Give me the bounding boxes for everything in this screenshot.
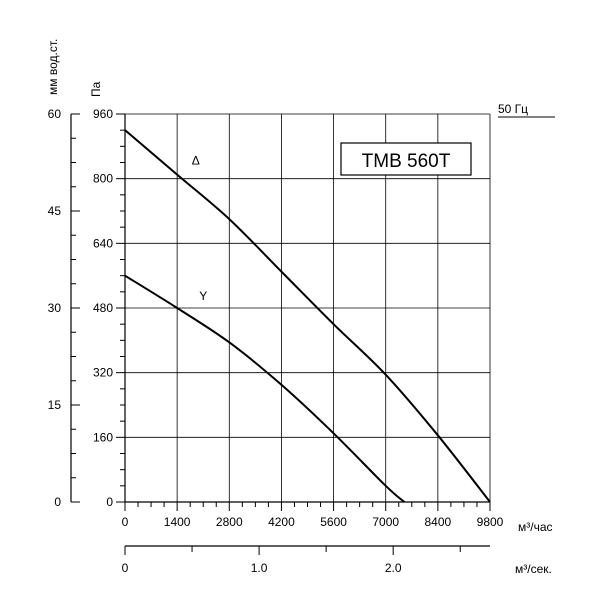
y2-axis-title: мм вод.ст. [46, 39, 60, 95]
axes [70, 113, 491, 555]
x-tick-label: 4200 [268, 515, 295, 529]
model-label-box [340, 142, 472, 176]
x-tick-label: 7000 [372, 515, 399, 529]
y2-tick-label: 15 [48, 398, 62, 412]
series-curve-1 [124, 274, 405, 503]
series-label-1: Y [199, 289, 207, 303]
series-curve-0 [124, 129, 491, 503]
x-tick-label: 2800 [216, 515, 243, 529]
x-tick-label: 9800 [477, 515, 504, 529]
x-axis-title: м³/час [518, 520, 553, 534]
y2-tick-label: 60 [48, 107, 62, 121]
series [124, 129, 491, 503]
y2-tick-label: 0 [54, 495, 61, 509]
x-tick-label: 8400 [425, 515, 452, 529]
grid [124, 113, 491, 503]
frequency-label: 50 Гц [498, 102, 528, 116]
x2-tick-label: 0 [122, 561, 129, 575]
y2-tick-label: 45 [48, 204, 62, 218]
series-label-0: Δ [192, 154, 200, 168]
y-tick-label: 320 [93, 366, 113, 380]
y-axis-title: Па [89, 81, 103, 97]
y-tick-label: 160 [93, 430, 113, 444]
x2-tick-label: 2.0 [385, 561, 402, 575]
labels: 0 1400 2800 4200 5600 7000 8400 9800 0 160 320 480 6… [48, 107, 504, 575]
y-tick-label: 640 [93, 236, 113, 250]
x2-tick-label: 1.0 [251, 561, 268, 575]
y-tick-label: 800 [93, 172, 113, 186]
y-tick-label: 0 [106, 495, 113, 509]
x-tick-label: 5600 [320, 515, 347, 529]
x2-axis-title: м³/сек. [515, 562, 552, 576]
x-tick-label: 0 [122, 515, 129, 529]
y-tick-label: 480 [93, 301, 113, 315]
y2-tick-label: 30 [48, 301, 62, 315]
y-tick-label: 960 [93, 107, 113, 121]
x-tick-label: 1400 [164, 515, 191, 529]
model-label: TMB 560T [362, 151, 451, 172]
